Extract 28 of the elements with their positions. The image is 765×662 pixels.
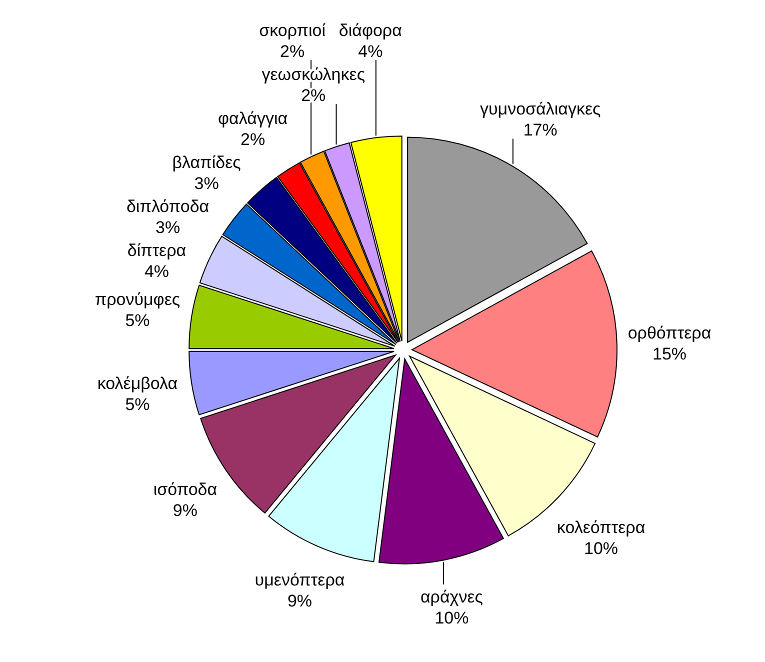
data-label: 9% (287, 592, 312, 611)
data-label: 2% (280, 42, 305, 62)
data-label: 2% (240, 130, 266, 150)
data-label: 10% (434, 608, 469, 628)
slice-label: σκορπιοί (259, 21, 326, 40)
data-label: 9% (172, 501, 198, 520)
slice-label: δίπτερα (127, 241, 186, 260)
slice-label: προνύμφες (94, 290, 180, 309)
slice-label: ορθόπτερα (628, 324, 712, 343)
data-label: 5% (125, 310, 150, 330)
slice-label: αράχνες (420, 587, 483, 606)
slice-label: κολεόπτερα (556, 518, 646, 537)
slice-label: γυμνοσάλιαγκες (480, 100, 601, 119)
data-label: 3% (156, 218, 180, 238)
slice-label: κολέμβολα (97, 374, 178, 394)
data-label: 15% (652, 344, 687, 364)
slice-label: ισόποδα (153, 480, 218, 500)
slice-label: διάφορα (338, 21, 402, 40)
slice-label: φαλάγγια (218, 109, 288, 128)
slice-label: υμενόπτερα (254, 570, 345, 590)
slice-label: βλαπίδες (172, 153, 241, 172)
data-label: 17% (523, 120, 558, 140)
slice-label: διπλόποδα (126, 197, 210, 216)
data-label: 4% (358, 42, 383, 62)
data-label: 5% (125, 395, 150, 414)
data-label: 4% (144, 262, 170, 282)
data-label: 3% (194, 174, 219, 194)
data-label: 10% (584, 538, 618, 558)
